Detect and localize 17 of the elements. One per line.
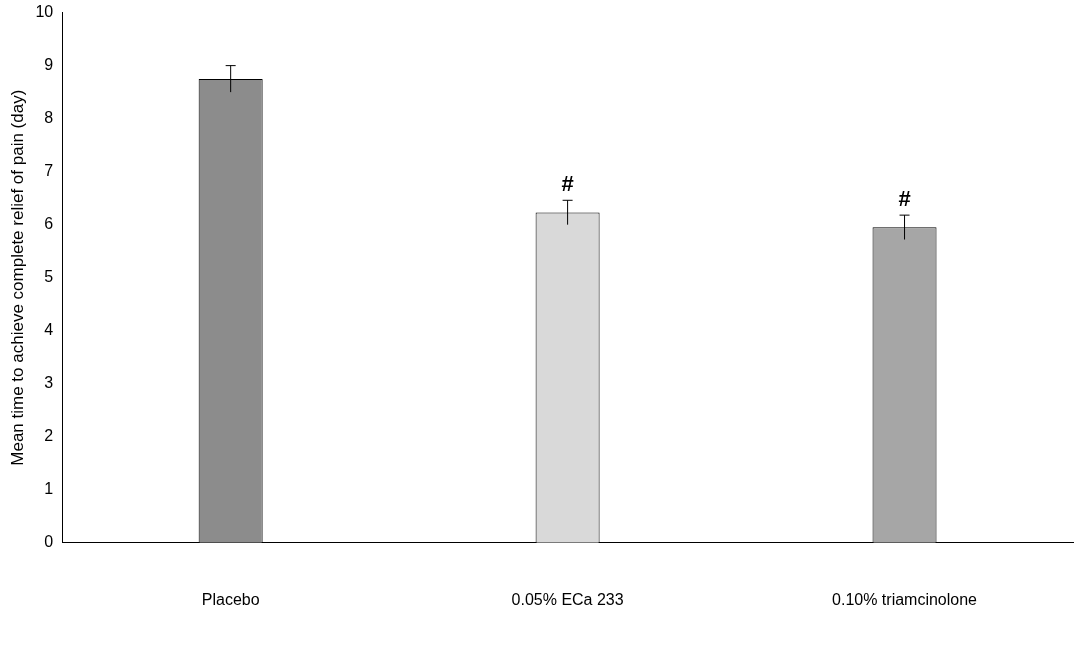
y-tick-label: 2 — [44, 427, 54, 445]
y-tick-label: 1 — [44, 480, 54, 498]
y-tick-label: 7 — [44, 162, 54, 180]
y-axis-title: Mean time to achieve complete relief of pain (day) — [7, 89, 27, 466]
x-tick-label: Placebo — [201, 590, 260, 608]
y-tick-label: 3 — [44, 374, 54, 392]
x-tick-label: 0.05% ECa 233 — [511, 590, 624, 608]
annotation: # — [898, 186, 911, 212]
y-tick-label: 5 — [44, 268, 54, 286]
y-tick-label: 6 — [44, 215, 54, 233]
y-tick-label: 0 — [44, 533, 54, 551]
y-tick-label: 10 — [35, 3, 54, 21]
annotation: # — [561, 171, 574, 197]
y-tick-label: 4 — [44, 321, 54, 339]
y-tick-label: 8 — [44, 109, 54, 127]
x-tick-label: 0.10% triamcinolone — [832, 590, 978, 608]
y-tick-label: 9 — [44, 56, 54, 74]
